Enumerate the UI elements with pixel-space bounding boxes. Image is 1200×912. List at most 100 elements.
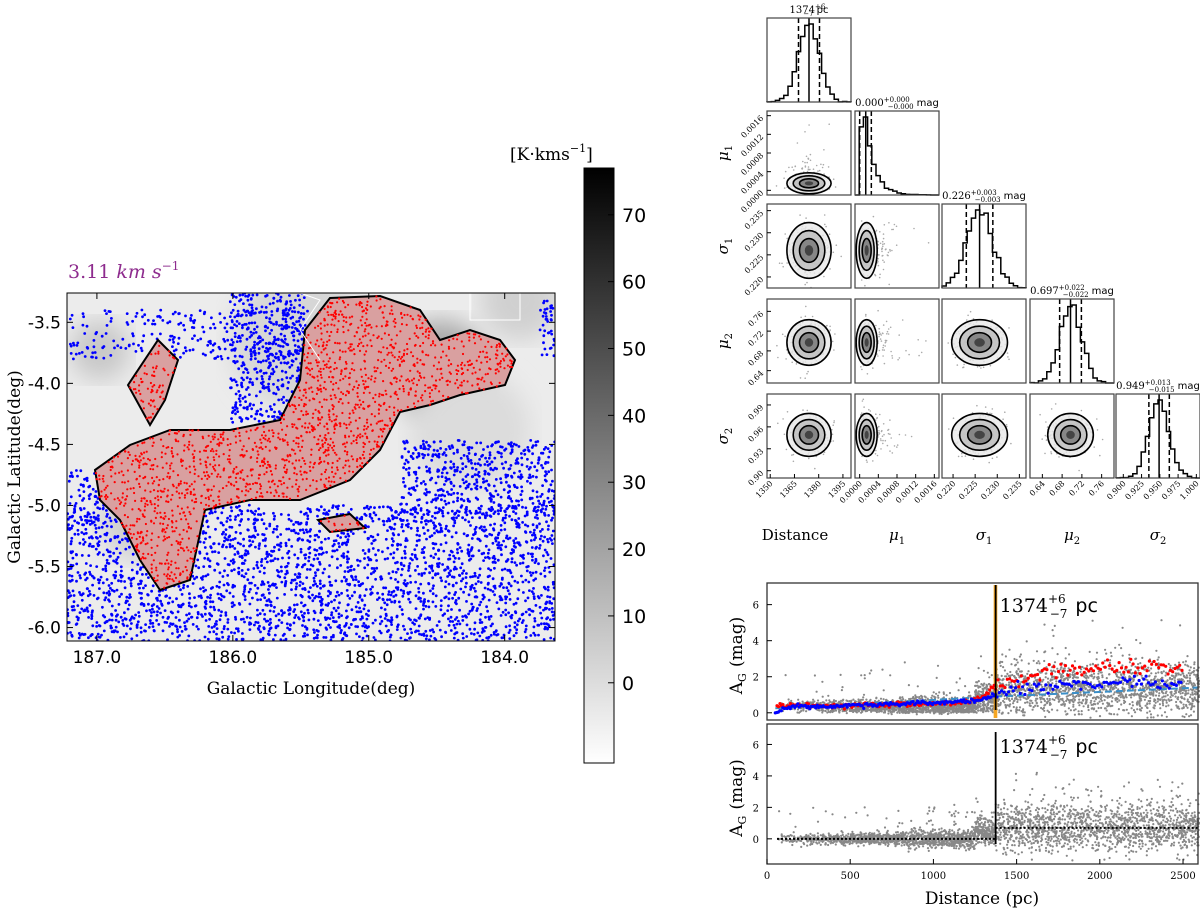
blue-star (141, 339, 145, 343)
blue-star (372, 539, 376, 543)
red-star (113, 481, 116, 484)
blue-star (272, 403, 276, 406)
blue-star (487, 636, 490, 639)
blue-star (119, 575, 123, 579)
off-cloud-stars (67, 293, 555, 641)
blue-star (513, 625, 517, 629)
red-star (304, 422, 307, 425)
blue-star (464, 576, 468, 579)
red-star (175, 486, 178, 489)
red-star (294, 452, 297, 455)
blue-star (420, 551, 424, 554)
blue-star (363, 603, 367, 607)
red-star (363, 425, 366, 428)
blue-star (507, 504, 511, 508)
blue-star (251, 293, 255, 297)
red-star (257, 453, 260, 456)
blue-star (240, 512, 244, 516)
blue-star (303, 632, 306, 635)
blue-star (535, 513, 539, 517)
red-star (191, 429, 194, 432)
blue-star (139, 626, 143, 630)
red-star (402, 390, 405, 393)
blue-star (216, 355, 220, 358)
blue-star (70, 471, 73, 475)
blue-star (215, 562, 219, 565)
blue-star (151, 607, 154, 611)
blue-star (269, 321, 273, 325)
red-star (387, 366, 390, 369)
blue-star (251, 596, 254, 600)
blue-star (480, 528, 484, 532)
blue-star (510, 499, 514, 503)
blue-star (482, 629, 486, 633)
red-star (153, 374, 156, 378)
blue-star (541, 539, 545, 543)
blue-star (529, 574, 533, 577)
red-star (177, 553, 180, 556)
blue-star (202, 330, 206, 334)
blue-star (283, 632, 286, 636)
blue-star (494, 561, 497, 564)
blue-star (434, 594, 438, 598)
red-star (348, 412, 351, 415)
blue-star (243, 595, 247, 598)
blue-star (546, 447, 550, 450)
blue-star (262, 359, 265, 363)
blue-star (296, 563, 299, 566)
blue-star (234, 403, 238, 407)
blue-star (174, 624, 178, 628)
blue-star (199, 337, 203, 341)
red-star (298, 389, 301, 392)
red-star (393, 318, 396, 321)
blue-star (372, 636, 376, 639)
blue-star (501, 610, 505, 614)
red-star (366, 300, 369, 303)
red-star (245, 450, 248, 453)
red-star (120, 522, 123, 525)
blue-star (444, 454, 448, 457)
blue-star (220, 610, 223, 614)
blue-star (338, 545, 341, 549)
red-star (266, 439, 269, 442)
red-star (375, 299, 378, 302)
blue-star (236, 513, 240, 517)
red-star (214, 464, 217, 467)
blue-star (281, 556, 284, 560)
red-star (351, 315, 354, 318)
blue-star (143, 322, 147, 326)
blue-star (259, 513, 262, 517)
red-star (330, 302, 333, 305)
blue-star (176, 610, 180, 614)
blue-star (187, 604, 191, 608)
blue-star (313, 579, 316, 583)
blue-star (69, 495, 73, 499)
red-star (306, 372, 309, 375)
red-star (289, 454, 292, 457)
blue-star (417, 503, 421, 507)
emission-patch (480, 293, 555, 340)
blue-star (371, 547, 375, 550)
blue-star (132, 342, 135, 346)
blue-star (293, 608, 297, 611)
blue-star (265, 316, 268, 319)
blue-star (469, 524, 472, 527)
red-star (375, 295, 378, 298)
blue-star (248, 303, 252, 307)
red-star (386, 320, 389, 323)
red-star (356, 386, 359, 390)
blue-star (378, 622, 382, 626)
blue-star (313, 538, 317, 542)
red-star (251, 482, 255, 485)
red-star (317, 448, 321, 452)
blue-star (510, 557, 514, 561)
blue-star (243, 620, 246, 624)
blue-star (456, 439, 460, 442)
blue-star (139, 602, 143, 606)
blue-star (451, 584, 455, 588)
blue-star (448, 553, 452, 557)
blue-star (222, 583, 226, 587)
blue-star (533, 528, 536, 532)
blue-star (80, 598, 84, 602)
blue-star (233, 408, 237, 412)
